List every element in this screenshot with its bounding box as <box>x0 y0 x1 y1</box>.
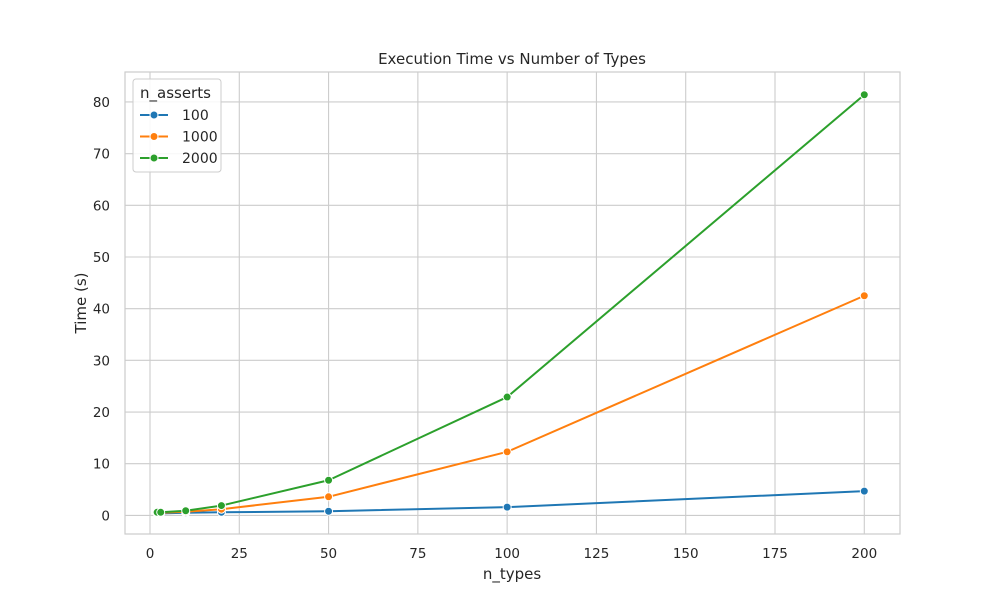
x-tick-label: 200 <box>851 546 877 562</box>
legend: n_asserts 100 1000 2000 <box>132 78 222 173</box>
legend-swatch-marker <box>149 153 159 163</box>
data-point-2000 <box>156 507 166 517</box>
data-point-2000 <box>859 90 869 100</box>
x-tick-labels: 0 25 50 75 100 125 150 175 200 <box>146 546 877 562</box>
y-tick-label: 80 <box>93 95 110 111</box>
legend-label: 1000 <box>182 130 218 146</box>
y-tick-label: 60 <box>93 198 110 214</box>
chart-title: Execution Time vs Number of Types <box>378 50 646 68</box>
legend-label: 100 <box>182 108 209 124</box>
y-tick-label: 70 <box>93 147 110 163</box>
legend-entry-1000: 1000 <box>140 130 218 146</box>
data-point-1000 <box>859 291 869 301</box>
data-point-2000 <box>216 501 226 511</box>
y-tick-label: 20 <box>93 405 110 421</box>
x-tick-label: 175 <box>762 546 788 562</box>
data-point-100 <box>859 486 869 496</box>
x-axis-label: n_types <box>483 565 542 584</box>
x-tick-label: 125 <box>584 546 610 562</box>
legend-entry-100: 100 <box>140 108 209 124</box>
y-axis-label: Time (s) <box>72 273 90 335</box>
y-tick-label: 40 <box>93 302 110 318</box>
data-point-2000 <box>324 475 334 485</box>
data-point-2000 <box>181 506 191 516</box>
y-tick-labels: 0 10 20 30 40 50 60 70 80 <box>93 95 110 524</box>
plot-area <box>125 72 900 534</box>
legend-swatch-marker <box>149 132 159 141</box>
x-tick-label: 0 <box>146 546 155 562</box>
data-point-1000 <box>324 492 334 502</box>
x-tick-label: 25 <box>231 546 248 562</box>
legend-entry-2000: 2000 <box>140 151 218 167</box>
x-tick-label: 50 <box>320 546 337 562</box>
y-tick-label: 30 <box>93 353 110 369</box>
series-2000 <box>152 90 869 517</box>
series-layer <box>152 90 869 518</box>
x-tick-label: 75 <box>409 546 426 562</box>
data-point-100 <box>502 502 512 512</box>
legend-label: 2000 <box>182 151 218 167</box>
plot-frame <box>124 71 901 535</box>
legend-title: n_asserts <box>140 84 211 103</box>
data-point-1000 <box>502 447 512 457</box>
y-tick-label: 0 <box>101 508 110 524</box>
grid <box>125 72 900 534</box>
x-tick-label: 100 <box>494 546 520 562</box>
data-point-100 <box>324 506 334 516</box>
y-tick-label: 50 <box>93 250 110 266</box>
legend-swatch-marker <box>149 110 159 120</box>
legend-box <box>132 78 222 173</box>
data-point-2000 <box>502 392 512 402</box>
y-tick-label: 10 <box>93 457 110 473</box>
x-tick-label: 150 <box>673 546 699 562</box>
